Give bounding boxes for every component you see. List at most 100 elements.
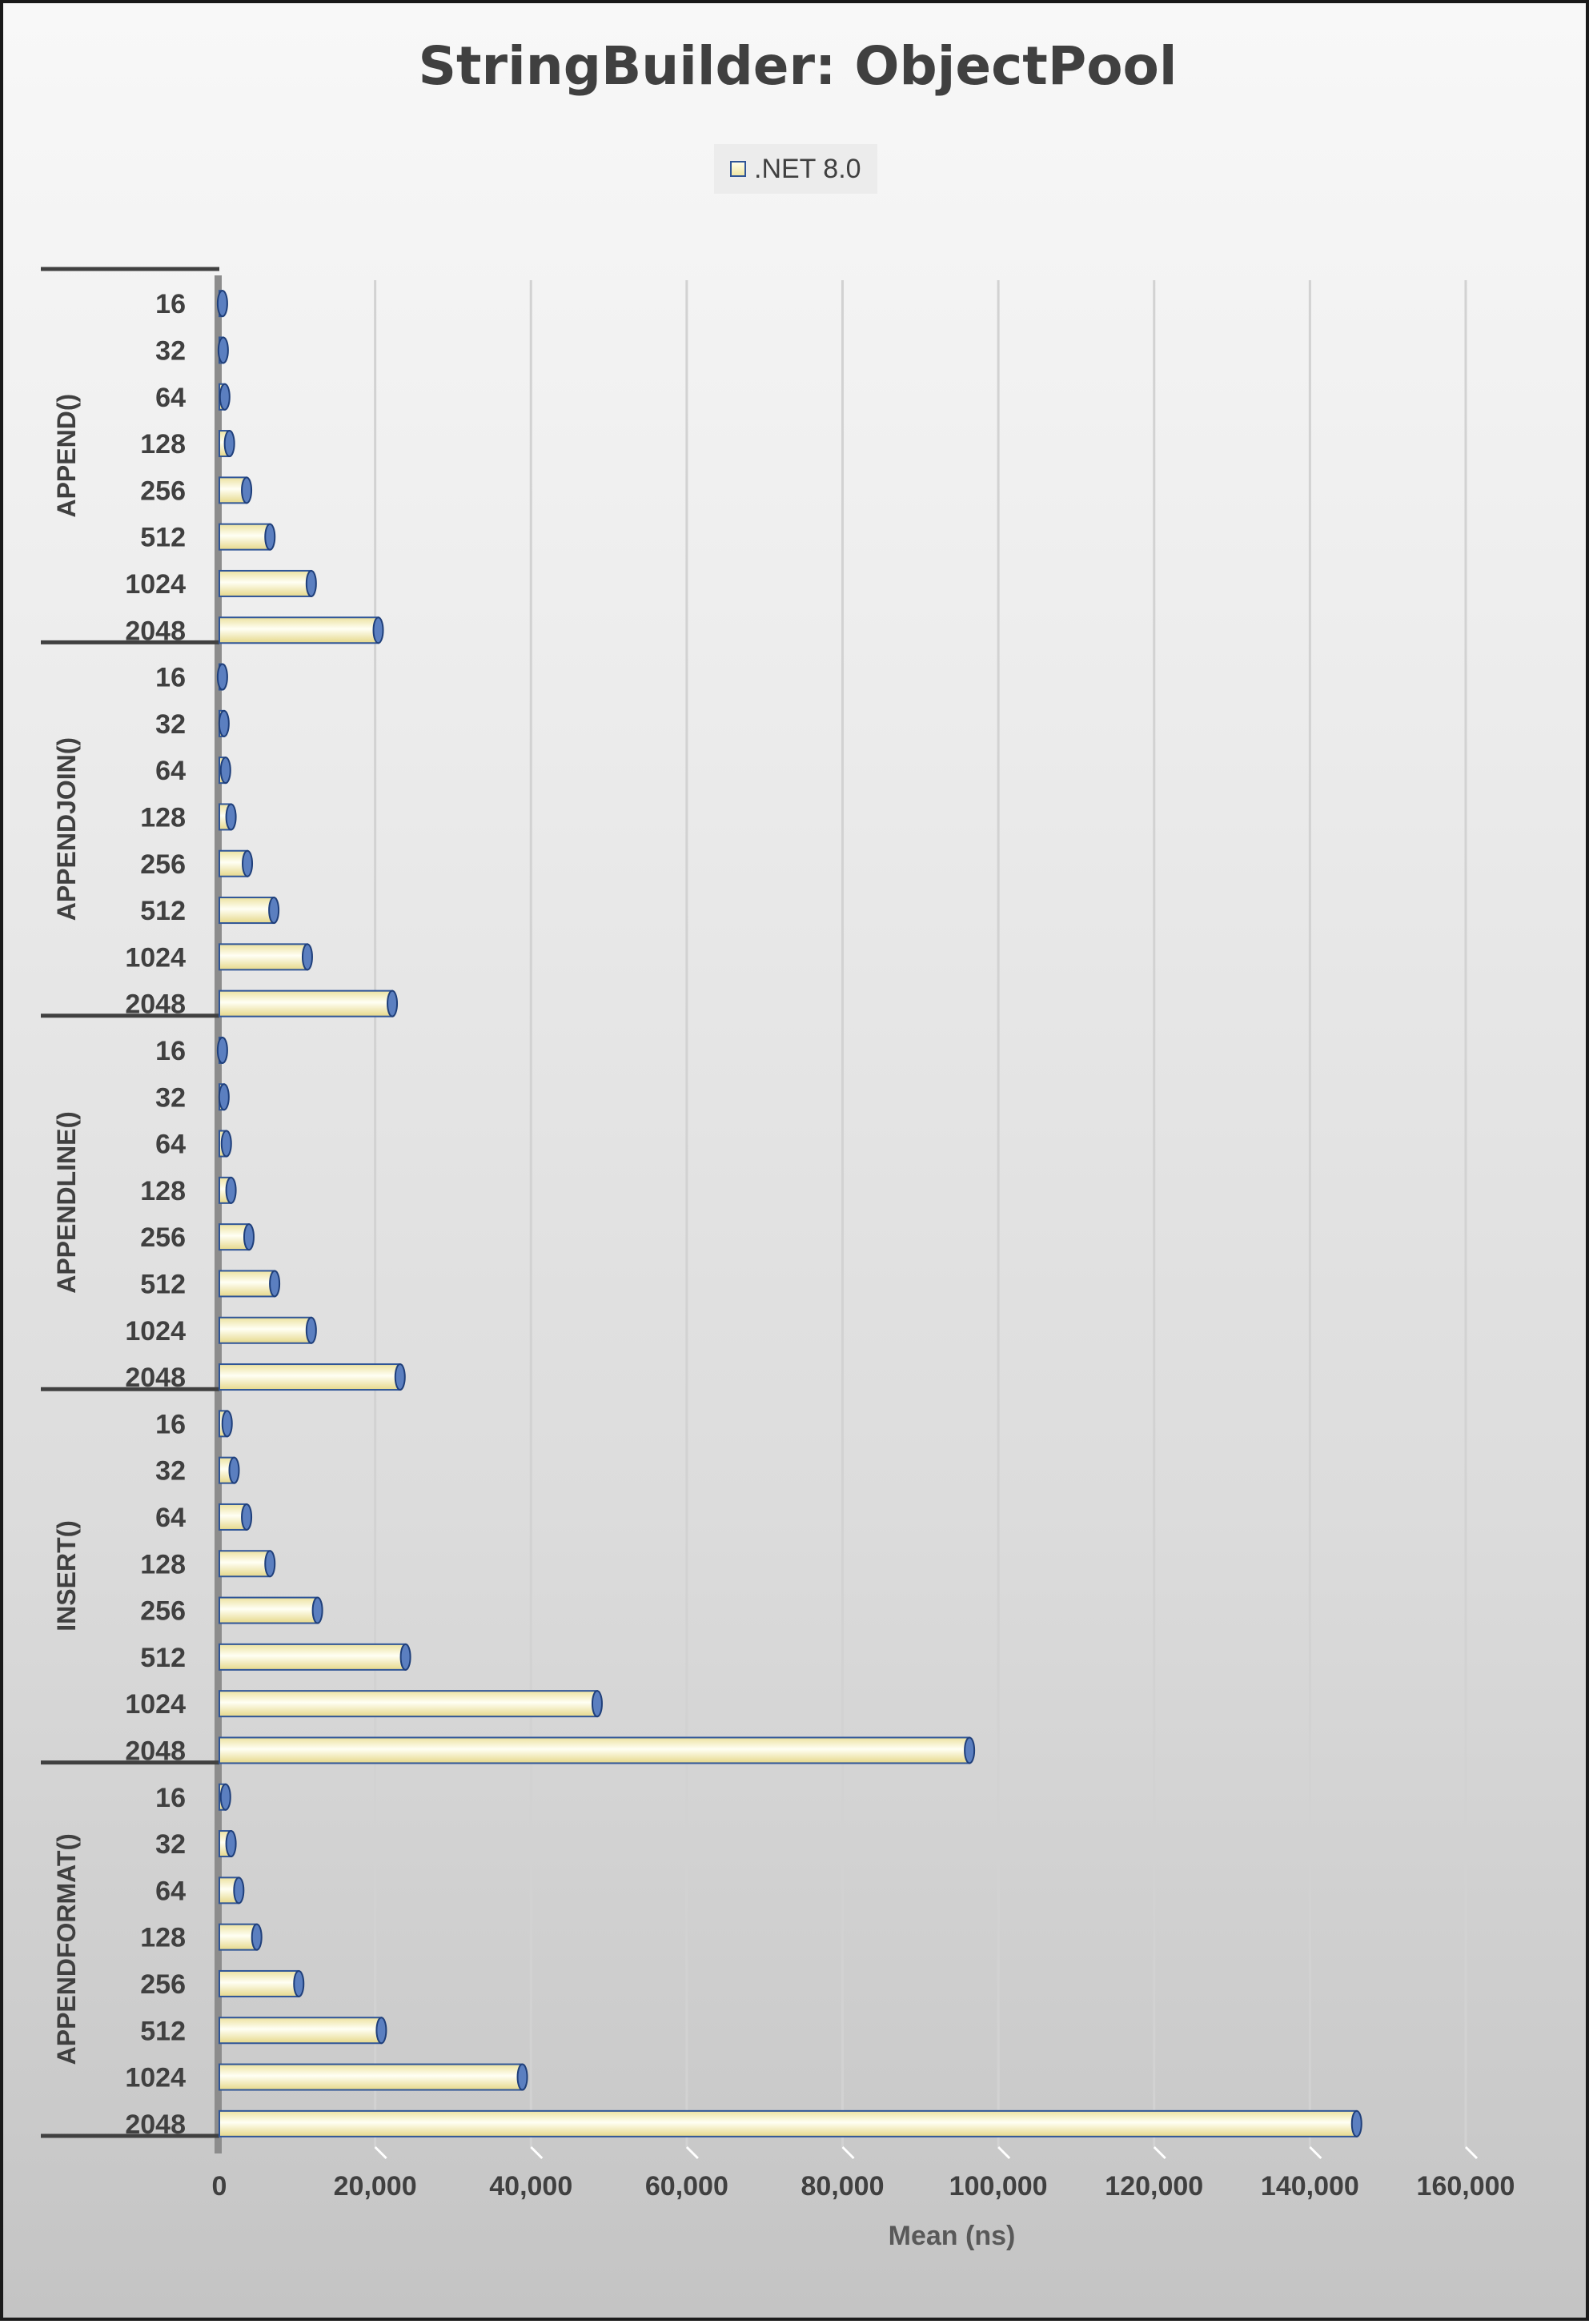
x-tick-label: 20,000 <box>334 2171 417 2202</box>
category-label: 256 <box>140 849 186 880</box>
category-label: 16 <box>155 1036 186 1066</box>
bar-cap <box>220 1130 232 1158</box>
category-label: 64 <box>155 383 186 413</box>
bar <box>219 1596 319 1624</box>
category-label: 2048 <box>125 989 186 1020</box>
bar-cap <box>591 1690 603 1718</box>
category-label: 128 <box>140 1923 186 1953</box>
bar-cap <box>269 1270 281 1298</box>
category-label: 256 <box>140 1596 186 1627</box>
bar-cap <box>268 897 280 925</box>
bar <box>219 1363 401 1391</box>
category-label: 1024 <box>125 1316 186 1347</box>
bar-cap <box>217 336 229 364</box>
bar-cap <box>216 663 228 691</box>
bar-cap <box>387 989 399 1018</box>
category-label: 1024 <box>125 569 186 600</box>
bar <box>219 943 308 971</box>
group-label: INSERT() <box>52 1520 81 1632</box>
category-label: 128 <box>140 429 186 460</box>
bar-cap <box>251 1923 263 1951</box>
bar-cap <box>964 1736 976 1764</box>
bar-cap <box>218 709 230 737</box>
category-label: 64 <box>155 1503 186 1533</box>
category-label: 512 <box>140 2016 186 2046</box>
bar-cap <box>1350 2109 1362 2137</box>
group-label: APPENDFORMAT() <box>52 1833 81 2065</box>
chart-title: StringBuilder: ObjectPool <box>418 35 1178 97</box>
gridline-floor <box>841 2145 855 2160</box>
category-label: 64 <box>155 756 186 786</box>
category-label: 1024 <box>125 942 186 973</box>
bar <box>219 1969 300 1997</box>
gridline-floor <box>1464 2145 1479 2160</box>
bar-cap <box>311 1596 323 1624</box>
bar <box>219 2063 524 2091</box>
bar-cap <box>399 1643 411 1671</box>
bar-cap <box>305 1316 317 1344</box>
category-label: 64 <box>155 1876 186 1906</box>
x-axis-title: Mean (ns) <box>889 2221 1016 2251</box>
bar-chart: 0 20,000 40,000 60,000 80,000 100,000 120,000 1… <box>41 267 1515 2251</box>
bar-cap <box>219 383 231 411</box>
bar <box>219 1316 312 1344</box>
x-tick-label: 120,000 <box>1105 2171 1203 2202</box>
bar-cap <box>216 1036 228 1064</box>
bar-cap <box>228 1456 240 1484</box>
legend: .NET 8.0 <box>714 144 877 194</box>
x-tick-label: 160,000 <box>1417 2171 1515 2202</box>
bar-cap <box>264 523 276 551</box>
bar-cap <box>375 2017 387 2045</box>
group-label: APPEND() <box>52 394 81 518</box>
category-label: 32 <box>155 1456 186 1487</box>
category-label: 512 <box>140 1269 186 1299</box>
bar-cap <box>241 1503 253 1531</box>
x-tick-label: 140,000 <box>1261 2171 1359 2202</box>
bar-cap <box>216 290 228 318</box>
bar <box>219 616 379 644</box>
bar-cap <box>219 757 231 785</box>
bar <box>219 1270 276 1298</box>
bar <box>219 1923 258 1951</box>
bar-cap <box>218 1083 230 1111</box>
category-label: 32 <box>155 1082 186 1113</box>
bar-cap <box>225 1176 237 1204</box>
bar <box>219 1736 971 1764</box>
bar <box>219 897 275 925</box>
bar <box>219 2109 1358 2137</box>
group-label: APPENDLINE() <box>52 1111 81 1294</box>
category-label: 2048 <box>125 1363 186 1393</box>
bar <box>219 523 271 551</box>
category-label: 2048 <box>125 616 186 646</box>
bar-cap <box>225 803 237 831</box>
bar-cap <box>516 2063 528 2091</box>
gridline-floor <box>1153 2145 1166 2160</box>
bar-cap <box>223 430 235 458</box>
category-label: 32 <box>155 709 186 740</box>
bar <box>219 1690 598 1718</box>
gridline-floor <box>530 2145 544 2160</box>
category-label: 2048 <box>125 1736 186 1766</box>
bar-cap <box>301 943 313 971</box>
category-label: 16 <box>155 1409 186 1439</box>
category-label: 16 <box>155 1783 186 1813</box>
category-label: 32 <box>155 1829 186 1860</box>
bar <box>219 1643 407 1671</box>
category-label: 1024 <box>125 1689 186 1720</box>
bar-cap <box>305 569 317 597</box>
axis-wall <box>215 275 222 2153</box>
category-label: 128 <box>140 802 186 833</box>
bar-cap <box>394 1363 406 1391</box>
category-label: 1024 <box>125 2063 186 2093</box>
category-label: 32 <box>155 335 186 366</box>
bar-cap <box>233 1876 245 1905</box>
category-label: 128 <box>140 1549 186 1579</box>
bar <box>219 2017 383 2045</box>
bar-cap <box>243 1223 255 1251</box>
x-tick-label: 60,000 <box>645 2171 728 2202</box>
category-label: 16 <box>155 663 186 693</box>
gridline-floor <box>1309 2145 1322 2160</box>
x-tick-label: 40,000 <box>489 2171 572 2202</box>
gridline-floor <box>685 2145 699 2160</box>
